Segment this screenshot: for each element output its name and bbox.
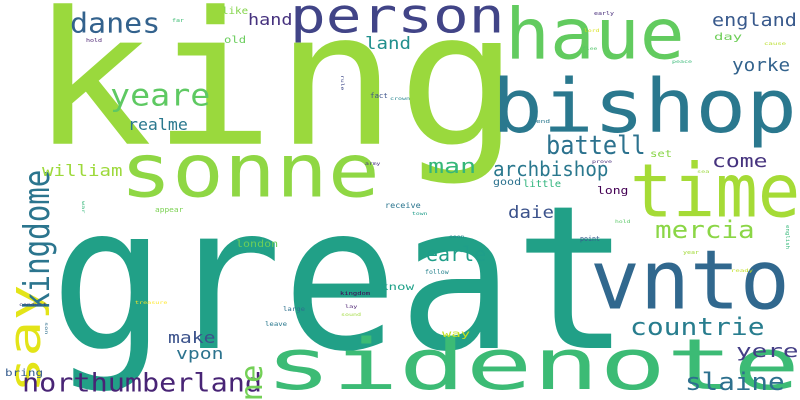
word-large: large — [283, 307, 305, 313]
word-vpon: vpon — [176, 346, 223, 362]
word-little: little — [523, 180, 561, 190]
word-peace: peace — [672, 60, 692, 64]
word-come: come — [712, 153, 767, 171]
word-like: like — [222, 7, 248, 17]
word-prove: prove — [592, 160, 612, 164]
word-yere: yere — [736, 343, 799, 361]
word-crown: crown — [390, 97, 410, 101]
word-follow: follow — [425, 270, 449, 276]
word-receive: receive — [385, 202, 421, 210]
word-reigne: reigne — [238, 365, 268, 400]
word-long: long — [597, 185, 628, 196]
word-yorke: yorke — [732, 57, 790, 75]
word-land: land — [365, 36, 411, 53]
word-sound: sound — [341, 313, 361, 317]
word-son: son — [44, 322, 48, 334]
word-treasure: treasure — [135, 301, 167, 305]
word-realme: realme — [128, 117, 188, 133]
word-earle: earle — [426, 244, 486, 264]
word-hold: hold — [86, 39, 102, 44]
word-know: know — [380, 283, 414, 293]
word-man: man — [428, 156, 476, 176]
word-far: far — [172, 19, 184, 24]
word-sonne: sonne — [120, 135, 380, 209]
word-way: way — [442, 330, 470, 340]
word-fact: fact — [370, 93, 388, 100]
word-war: war — [81, 201, 85, 213]
word-conduct: conduct — [19, 303, 47, 307]
word-london: london — [236, 240, 278, 250]
word-northumberland: northumberland — [22, 370, 262, 396]
word-lay: lay — [345, 305, 357, 309]
word-appear: appear — [155, 207, 183, 214]
word-kingdome: kingdome — [20, 170, 56, 310]
word-army: army — [365, 162, 380, 166]
word-good: good — [493, 178, 521, 188]
word-point: point — [580, 236, 600, 243]
word-day: day — [714, 33, 742, 43]
word-william: william — [42, 163, 123, 179]
word-set: set — [650, 150, 672, 160]
word-english: english — [784, 225, 789, 249]
word-hold-2: hold — [615, 220, 630, 224]
word-flee: flee — [582, 47, 597, 51]
word-mercia: mercia — [655, 218, 755, 242]
word-leave: leave — [265, 322, 287, 328]
word-lord: lord — [584, 29, 599, 33]
word-town: town — [412, 212, 427, 216]
word-sea: sea — [697, 170, 709, 174]
word-slaine: slaine — [685, 370, 785, 394]
word-ready: ready — [731, 269, 753, 273]
word-end: end — [536, 120, 550, 125]
word-daie: daie — [508, 205, 554, 222]
word-danes: danes — [70, 10, 160, 38]
word-countrie: countrie — [630, 315, 765, 339]
word-england: england — [712, 12, 797, 30]
word-hand: hand — [248, 12, 292, 28]
word-rule: rule — [340, 75, 344, 90]
word-soon: soon — [449, 235, 464, 239]
word-yeare: yeare — [110, 80, 210, 110]
word-cause: cause — [764, 42, 786, 46]
word-kingdom: kingdom — [340, 292, 370, 297]
word-bring: bring — [5, 369, 43, 379]
word-year: year — [683, 251, 699, 256]
word-early: early — [594, 12, 614, 17]
word-old: old — [224, 36, 246, 46]
word-battell: battell — [546, 133, 646, 159]
